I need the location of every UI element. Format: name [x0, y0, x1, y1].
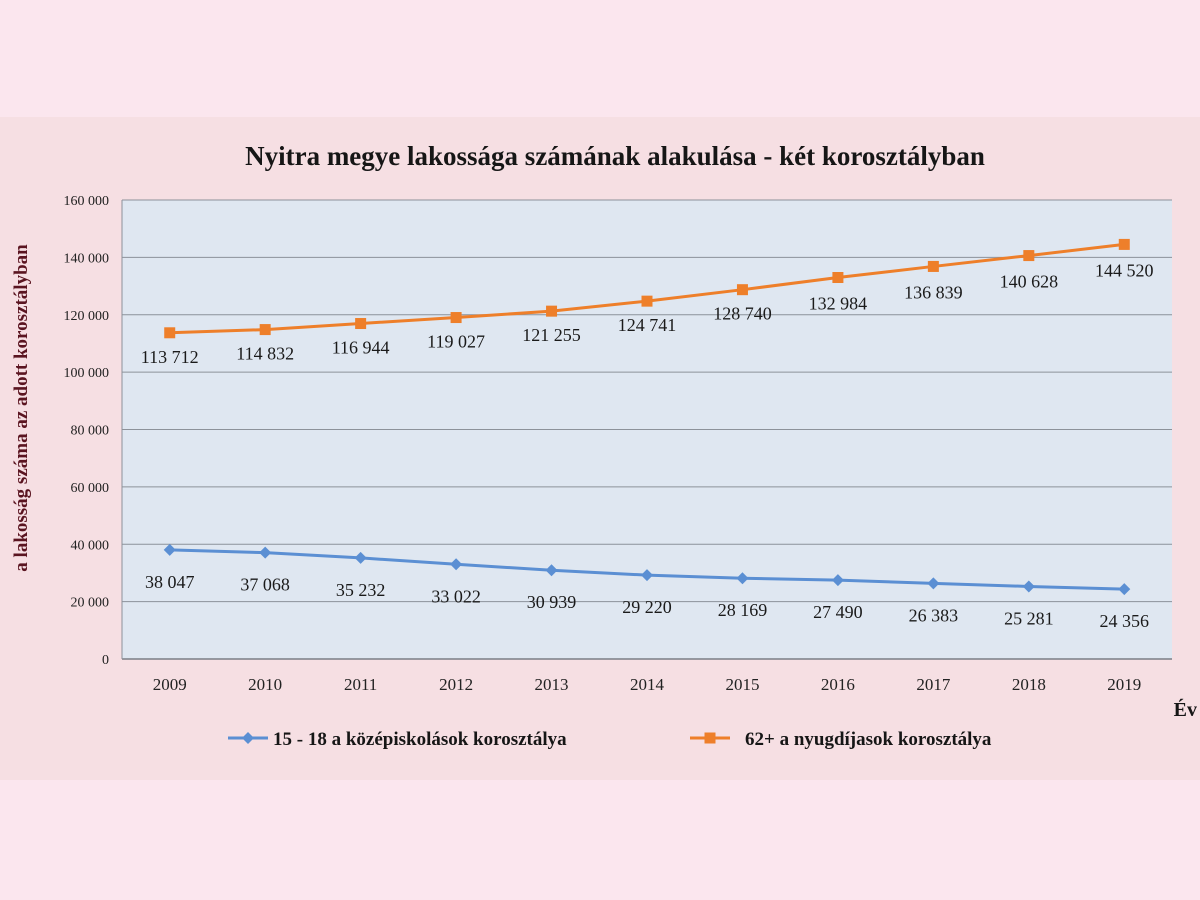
data-point	[831, 574, 844, 587]
x-tick-label: 2018	[1012, 675, 1046, 694]
y-tick-label: 80 000	[71, 424, 110, 439]
x-tick-label: 2009	[153, 675, 187, 694]
data-point	[163, 543, 176, 556]
y-tick-label: 160 000	[64, 194, 110, 209]
x-tick-label: 2015	[725, 675, 759, 694]
data-label: 35 232	[336, 580, 386, 600]
legend-marker	[704, 732, 716, 744]
data-point	[545, 564, 558, 577]
data-point	[736, 572, 749, 585]
data-label: 116 944	[332, 338, 390, 358]
chart-title: Nyitra megye lakossága számának alakulás…	[245, 141, 985, 171]
data-label: 28 169	[718, 600, 768, 620]
data-label: 24 356	[1100, 611, 1150, 631]
data-point	[546, 305, 558, 317]
y-tick-label: 120 000	[64, 309, 110, 324]
x-tick-label: 2016	[821, 675, 855, 694]
data-point	[832, 272, 844, 284]
legend-label: 62+ a nyugdíjasok korosztálya	[745, 729, 992, 750]
data-point	[1118, 583, 1131, 596]
y-tick-label: 140 000	[64, 251, 110, 266]
data-point	[641, 569, 653, 582]
data-label: 37 068	[240, 575, 290, 595]
y-tick-label: 0	[102, 653, 109, 668]
data-point	[450, 558, 463, 571]
legend: 15 - 18 a középiskolások korosztálya 62+ …	[228, 729, 992, 750]
y-tick-label: 100 000	[64, 366, 110, 381]
data-point	[1118, 238, 1130, 250]
data-label: 38 047	[145, 572, 195, 592]
data-label: 25 281	[1004, 608, 1054, 628]
data-point	[354, 551, 367, 564]
y-tick-label: 60 000	[71, 481, 110, 496]
data-point	[164, 327, 176, 339]
x-axis-ticks: 2009 2010 2011 2012 2013 2014 2015 2016 2017 2018…	[153, 675, 1142, 694]
data-point	[641, 295, 653, 307]
y-axis-ticks: 0 20 000 40 000 60 000 80 000 100 000 120 000 1…	[64, 194, 110, 668]
gridlines	[121, 199, 1172, 660]
y-axis-label: a lakosság száma az adott korosztályban	[11, 244, 32, 572]
data-point	[927, 260, 939, 272]
data-point	[1023, 250, 1035, 262]
series-lines	[163, 238, 1131, 596]
data-point	[736, 284, 748, 296]
data-label: 136 839	[904, 282, 963, 302]
data-label: 124 741	[618, 315, 677, 335]
x-tick-label: 2014	[630, 675, 665, 694]
data-point	[259, 546, 272, 559]
data-label: 29 220	[622, 597, 672, 617]
x-tick-label: 2010	[248, 675, 282, 694]
data-label: 26 383	[909, 605, 959, 625]
data-label: 33 022	[431, 586, 481, 606]
x-tick-label: 2017	[916, 675, 951, 694]
data-point	[927, 577, 940, 590]
data-label: 114 832	[236, 344, 294, 364]
legend-label: 15 - 18 a középiskolások korosztálya	[273, 729, 567, 750]
data-label: 119 027	[427, 332, 485, 352]
data-label: 132 984	[809, 294, 868, 314]
data-point	[450, 312, 462, 324]
data-point	[1022, 580, 1035, 593]
legend-marker	[242, 732, 254, 744]
y-tick-label: 20 000	[71, 596, 110, 611]
y-tick-label: 40 000	[71, 538, 110, 553]
x-tick-label: 2013	[535, 675, 569, 694]
x-tick-label: 2019	[1107, 675, 1141, 694]
data-label: 140 628	[1000, 272, 1059, 292]
data-label: 128 740	[713, 304, 772, 324]
x-tick-label: 2012	[439, 675, 473, 694]
data-point	[355, 318, 367, 330]
data-label: 27 490	[813, 602, 863, 622]
data-label: 121 255	[522, 325, 581, 345]
data-label: 144 520	[1095, 260, 1154, 280]
data-label: 113 712	[141, 347, 199, 367]
data-label: 30 939	[527, 592, 577, 612]
data-point	[259, 324, 271, 336]
x-axis-label: Év	[1174, 698, 1197, 721]
x-tick-label: 2011	[344, 675, 377, 694]
data-labels: 38 047 37 068 35 232 33 022 30 939 29 220 28 1…	[141, 260, 1154, 631]
